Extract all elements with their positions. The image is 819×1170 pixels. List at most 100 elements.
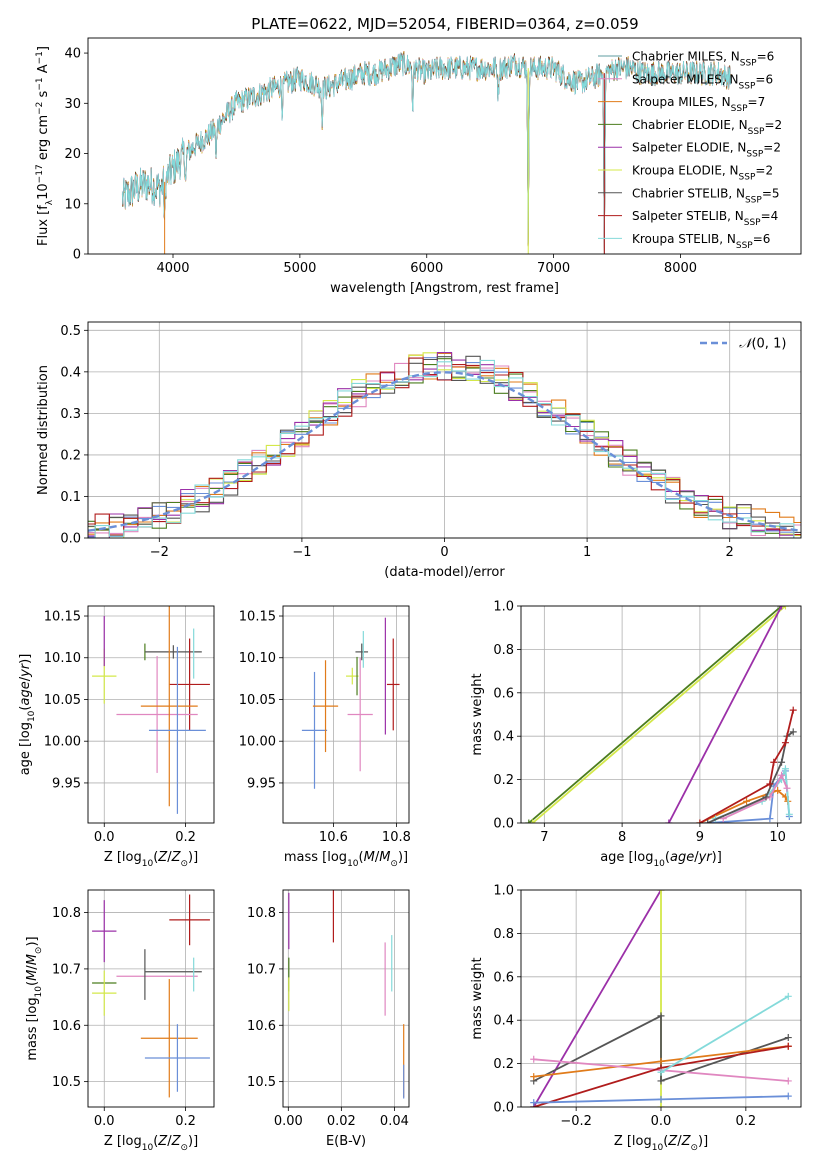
y-tick-label: 0 [73,248,81,263]
y-tick-label: 0.8 [493,643,514,658]
y-tick-label: 9.95 [247,776,276,791]
x-axis-label-part: Z [log [104,850,142,865]
x-axis-label: mass [log10(M/M⊙)] [284,850,408,869]
legend-entry: Salpeter MILES, NSSP=6 [632,72,773,91]
x-tick-label: 0.2 [175,1114,196,1129]
y-tick-label: 10.7 [247,962,276,977]
x-axis-label-part: age [670,850,694,865]
legend-sub: SSP [731,104,748,114]
residuals-panel: −2 −1 0 1 2 0.0 0.1 0.2 0.3 0.4 0.5 𝒩(0, 1) (data-mo… [36,321,802,580]
x-axis-label: Z [log10(Z/Z⊙)] [104,1134,198,1153]
x-axis-label-part: 10 [347,859,359,869]
legend-text: =2 [755,164,773,178]
mass-weight-marker [766,780,774,788]
mass-weight-marker [784,992,792,1000]
y-tick-label: 10.00 [44,735,81,750]
axes-frame [282,889,410,1108]
legend-text: Chabrier STELIB, N [632,186,745,200]
x-tick-label: 0.0 [94,830,115,845]
x-axis-label-part: age [log [600,850,653,865]
x-tick-label: 9 [696,830,704,845]
x-axis-label-part: mass [log [284,850,347,865]
y-tick-label: 10.5 [247,1075,276,1090]
figure-title: PLATE=0622, MJD=52054, FIBERID=0364, z=0… [251,15,638,33]
y-tick-label: 10.8 [247,906,276,921]
mass-weight-marker [778,758,786,766]
x-axis-label-part: Z [667,1134,678,1149]
axes-frame [87,889,215,1108]
x-axis-label-part: )] [188,1134,198,1149]
y-tick-label: 10.00 [239,735,276,750]
y-axis-label-part: ⊙ [34,947,44,955]
y-axis-label-part: mass weight [470,673,485,755]
mass-weight-series-line [668,606,783,823]
legend-entry: Kroupa ELODIE, NSSP=2 [632,164,773,183]
x-tick-label: −1 [292,545,311,560]
legend-entry: Salpeter STELIB, NSSP=4 [632,209,778,228]
legend-text: Chabrier ELODIE, N [632,118,748,132]
y-axis-label: mass [log10(M/M⊙)] [25,936,44,1060]
x-tick-label: 0.0 [651,1114,672,1129]
legend-sub: SSP [748,127,765,137]
x-axis-label-part: ⊙ [690,1143,698,1153]
mass-weight-marker [778,771,786,779]
legend-sub: SSP [744,218,761,228]
y-axis-label-part: ] [36,46,51,51]
legend-text: =7 [748,95,766,109]
y-tick-label: 10.05 [239,693,276,708]
mass-weight-series-line [707,768,791,823]
y-axis-label-part: ( [25,981,40,986]
mass-weight-marker [529,819,537,823]
y-axis-label-part: 10 [36,183,51,200]
legend-entry: Kroupa MILES, NSSP=7 [632,95,765,114]
histogram-series [88,359,801,538]
mass-weight-marker [766,815,774,823]
y-tick-label: 9.95 [52,776,81,791]
x-tick-label: 4000 [156,261,189,276]
x-axis-label-part: ( [153,850,158,865]
y-tick-label: 0.4 [493,730,514,745]
x-tick-label: 0.2 [736,1114,757,1129]
y-axis-label-part: )] [18,654,33,664]
y-axis-label-part: −1 [35,51,45,64]
y-axis-label-part: M [25,954,40,965]
mass-weight-marker [665,819,673,823]
x-axis-label-part: ( [153,1134,158,1149]
x-axis-label: age [log10(age/yr)] [600,850,722,869]
x-axis-label-part: ( [359,850,364,865]
x-axis-label-part: Z [157,850,168,865]
mass-weight-marker [762,793,770,801]
x-axis-label-part: )] [398,850,408,865]
mass-weight-marker [530,1073,538,1081]
x-axis-label-part: )] [698,1134,708,1149]
y-axis-label: mass weight [470,957,485,1039]
y-axis-label: Normed distribution [36,365,51,495]
legend-text: Chabrier MILES, N [632,50,740,64]
axes-frame [87,321,802,539]
mass-weight-marker [789,706,797,714]
x-tick-label: 10.8 [382,830,411,845]
axes-frame [520,889,802,1108]
spectrum-series-line [121,53,732,254]
mass-weight-marker [781,739,789,747]
x-axis-label: (data-model)/error [384,565,505,580]
x-tick-label: −0.2 [560,1114,592,1129]
mass-weight-marker [785,810,793,818]
y-tick-label: 0.2 [493,773,514,788]
mass-weight-marker [530,1055,538,1063]
y-tick-label: 0.4 [60,365,81,380]
y-tick-label: 0.5 [60,324,81,339]
y-axis-label-part: / [18,676,33,681]
mass-weight-marker [657,1103,665,1107]
y-tick-label: 1.0 [493,884,514,899]
x-tick-label: 0.02 [327,1114,356,1129]
x-tick-label: 10.6 [319,830,348,845]
mass-weight-marker [743,797,751,805]
mass-vs-reddening-panel: 0.00 0.02 0.04 10.5 10.6 10.7 10.8 E(B-V) [247,889,410,1149]
mass-weight-marker [657,1077,665,1085]
normal-distribution-curve [88,371,801,532]
legend-text: =6 [753,232,771,246]
x-tick-label: 10 [769,830,786,845]
